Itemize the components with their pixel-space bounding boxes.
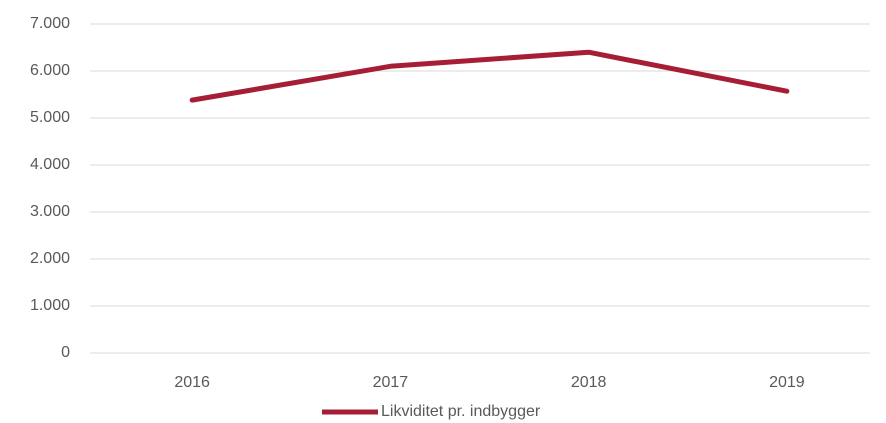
x-tick-label: 2019 [769,374,805,391]
y-tick-label: 6.000 [30,62,70,79]
legend-label: Likviditet pr. indbygger [381,403,541,420]
y-tick-label: 4.000 [30,156,70,173]
x-tick-label: 2017 [373,374,409,391]
y-tick-label: 3.000 [30,203,70,220]
y-tick-label: 5.000 [30,109,70,126]
y-tick-label: 1.000 [30,297,70,314]
y-tick-label: 2.000 [30,250,70,267]
x-tick-label: 2016 [174,374,210,391]
x-tick-label: 2018 [571,374,607,391]
y-tick-label: 0 [61,344,70,361]
data-line [189,49,790,103]
y-tick-label: 7.000 [30,15,70,32]
